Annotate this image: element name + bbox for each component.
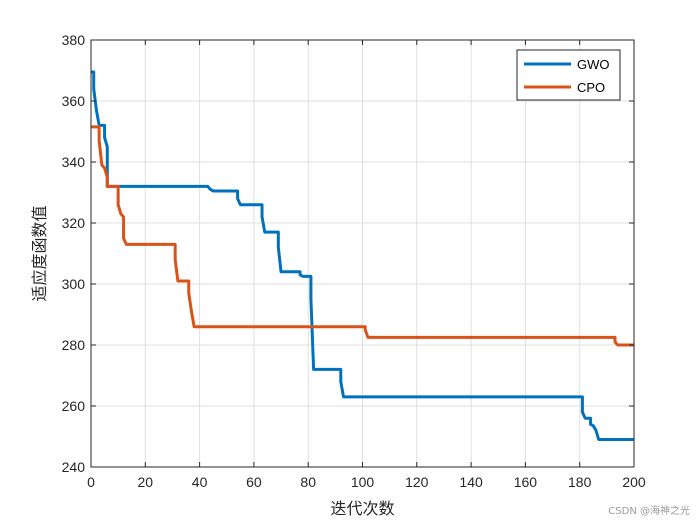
series-line-cpo <box>91 125 634 347</box>
y-tick-label: 320 <box>62 215 86 231</box>
y-tick-label: 240 <box>62 459 86 475</box>
x-tick-label: 60 <box>246 474 262 490</box>
x-tick-label: 100 <box>351 474 375 490</box>
legend-label-gwo: GWO <box>577 57 610 72</box>
y-tick-label: 380 <box>62 32 86 48</box>
x-tick-label: 160 <box>514 474 538 490</box>
x-tick-label: 20 <box>138 474 154 490</box>
tick-labels: 0 20 40 60 80 100 120 140 160 180 200 240 260 280 300 3… <box>62 32 646 490</box>
series-lines <box>91 70 634 442</box>
y-tick-label: 260 <box>62 398 86 414</box>
y-tick-label: 340 <box>62 154 86 170</box>
y-axis-label: 适应度函数值 <box>30 205 49 301</box>
x-tick-label: 40 <box>192 474 208 490</box>
x-tick-label: 80 <box>300 474 316 490</box>
x-tick-label: 0 <box>87 474 95 490</box>
x-tick-label: 120 <box>405 474 429 490</box>
series-line-gwo <box>91 70 634 442</box>
legend: GWO CPO <box>516 49 621 101</box>
watermark-text: CSDN @海神之光 <box>608 506 690 517</box>
y-tick-label: 300 <box>62 276 86 292</box>
x-tick-label: 180 <box>568 474 592 490</box>
x-tick-label: 140 <box>459 474 483 490</box>
x-axis-label: 迭代次数 <box>330 499 394 518</box>
plot-frame <box>90 39 635 468</box>
x-tick-label: 200 <box>622 474 646 490</box>
legend-label-cpo: CPO <box>577 80 605 95</box>
legend-box <box>516 49 621 101</box>
y-tick-label: 280 <box>62 337 86 353</box>
y-tick-label: 360 <box>62 93 86 109</box>
